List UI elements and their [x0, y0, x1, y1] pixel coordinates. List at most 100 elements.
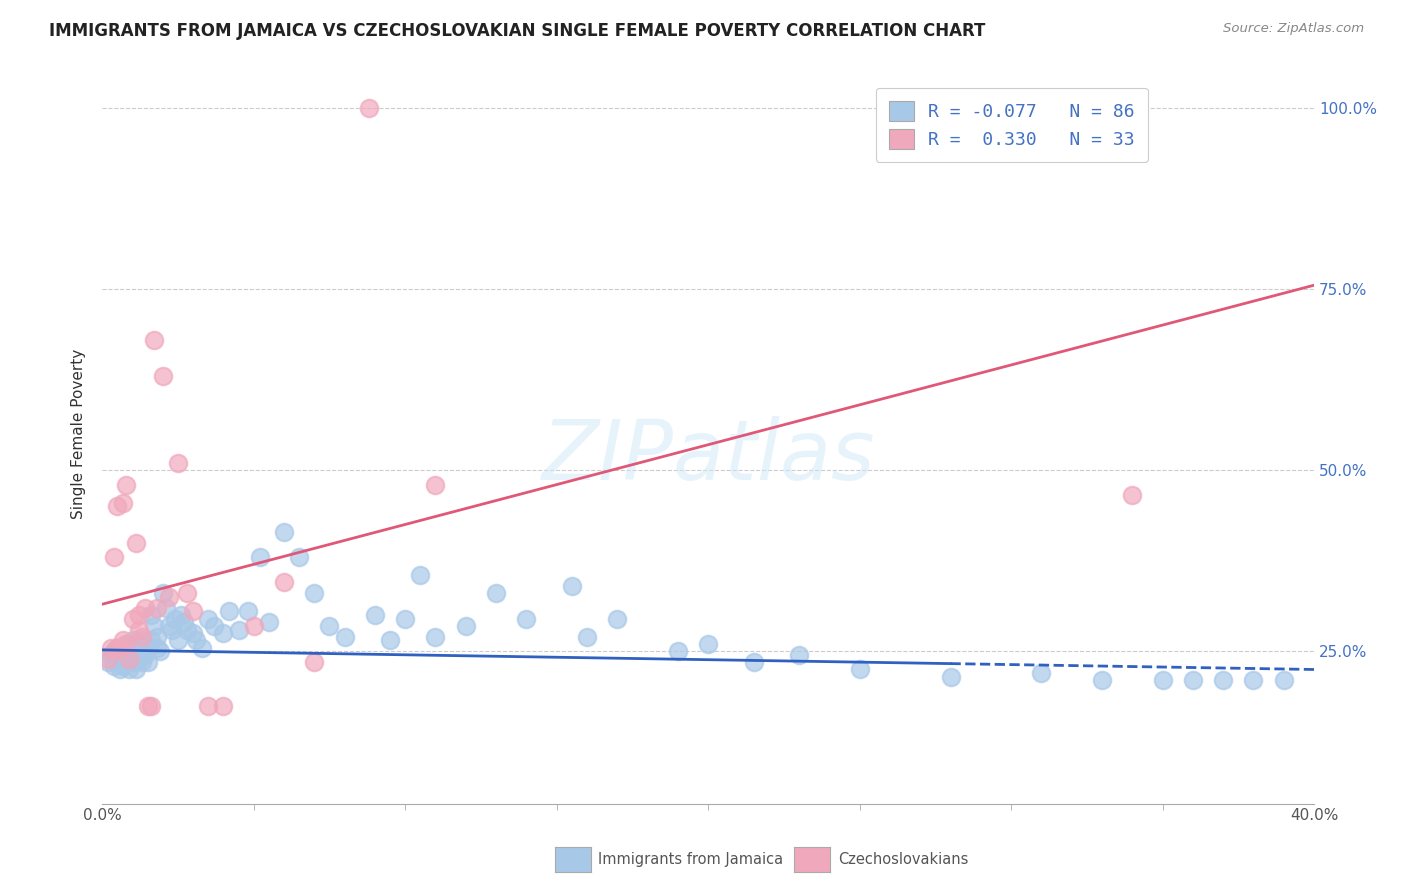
Point [121, 644, 143, 658]
Point [257, 615, 280, 630]
Point [273, 524, 295, 539]
Point [742, 655, 765, 669]
Point [157, 590, 180, 604]
Point [128, 623, 150, 637]
Point [425, 477, 447, 491]
Point [139, 608, 162, 623]
Point [118, 648, 141, 662]
Point [112, 633, 135, 648]
Point [145, 600, 167, 615]
Point [103, 658, 125, 673]
Point [561, 579, 583, 593]
Point [142, 619, 165, 633]
Point [606, 612, 628, 626]
Point [357, 101, 380, 115]
Point [249, 550, 271, 565]
Point [515, 612, 537, 626]
Point [666, 644, 689, 658]
Point [1121, 488, 1143, 502]
Point [160, 623, 183, 637]
Point [100, 648, 122, 662]
Point [273, 575, 295, 590]
Point [136, 698, 159, 713]
Point [103, 644, 125, 658]
Point [105, 500, 128, 514]
Point [131, 630, 153, 644]
Point [139, 633, 162, 648]
Point [115, 477, 138, 491]
Point [575, 630, 598, 644]
Point [304, 586, 326, 600]
Text: Czechoslovakians: Czechoslovakians [838, 853, 969, 867]
Point [197, 698, 219, 713]
Point [110, 640, 132, 655]
Point [118, 663, 141, 677]
Point [425, 630, 447, 644]
Point [394, 612, 416, 626]
Point [105, 648, 128, 662]
Point [1272, 673, 1295, 688]
Point [145, 640, 167, 655]
Point [115, 648, 138, 662]
Point [131, 633, 153, 648]
Point [134, 648, 156, 662]
Point [318, 619, 340, 633]
Text: Immigrants from Jamaica: Immigrants from Jamaica [598, 853, 783, 867]
Point [212, 626, 235, 640]
Point [288, 550, 311, 565]
Point [364, 608, 387, 623]
Point [105, 640, 128, 655]
Point [110, 651, 132, 665]
Point [333, 630, 356, 644]
Point [124, 535, 146, 549]
Point [155, 600, 177, 615]
Point [1152, 673, 1174, 688]
Point [181, 605, 204, 619]
Point [97, 655, 120, 669]
Point [378, 633, 401, 648]
Point [787, 648, 810, 662]
Point [939, 670, 962, 684]
Point [145, 630, 167, 644]
Point [409, 568, 432, 582]
Legend: R = -0.077   N = 86, R =  0.330   N = 33: R = -0.077 N = 86, R = 0.330 N = 33 [876, 88, 1147, 162]
Point [139, 698, 162, 713]
Point [131, 655, 153, 669]
Point [152, 586, 174, 600]
Point [697, 637, 720, 651]
Point [121, 655, 143, 669]
Point [1181, 673, 1204, 688]
Point [115, 637, 138, 651]
Point [1031, 666, 1053, 681]
Point [197, 612, 219, 626]
Point [115, 655, 138, 669]
Point [170, 608, 193, 623]
Point [176, 623, 198, 637]
Point [167, 456, 190, 470]
Point [134, 600, 156, 615]
Point [218, 605, 240, 619]
Point [149, 644, 172, 658]
Point [176, 586, 198, 600]
Point [848, 663, 870, 677]
Point [454, 619, 477, 633]
Point [1091, 673, 1114, 688]
Point [112, 658, 135, 673]
Point [202, 619, 225, 633]
Point [105, 651, 128, 665]
Y-axis label: Single Female Poverty: Single Female Poverty [72, 349, 86, 519]
Point [167, 633, 190, 648]
Point [134, 637, 156, 651]
Point [136, 640, 159, 655]
Point [1243, 673, 1265, 688]
Text: IMMIGRANTS FROM JAMAICA VS CZECHOSLOVAKIAN SINGLE FEMALE POVERTY CORRELATION CHA: IMMIGRANTS FROM JAMAICA VS CZECHOSLOVAKI… [49, 22, 986, 40]
Point [124, 637, 146, 651]
Point [1212, 673, 1234, 688]
Point [128, 640, 150, 655]
Point [103, 550, 125, 565]
Point [236, 605, 259, 619]
Point [118, 651, 141, 665]
Text: ZIPatlas: ZIPatlas [541, 416, 875, 497]
Point [128, 608, 150, 623]
Point [105, 640, 128, 655]
